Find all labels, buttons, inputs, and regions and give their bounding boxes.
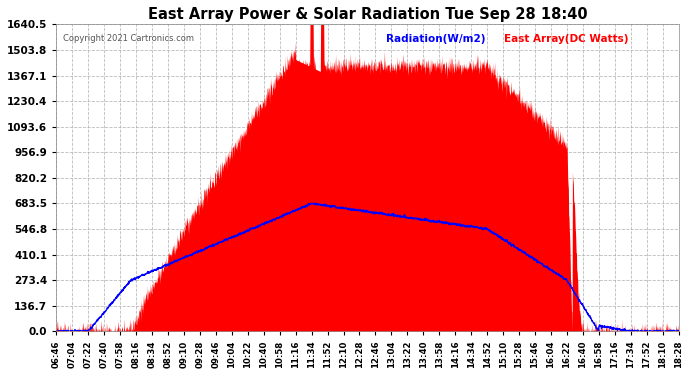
Text: Radiation(W/m2): Radiation(W/m2) (386, 34, 486, 44)
Text: Copyright 2021 Cartronics.com: Copyright 2021 Cartronics.com (63, 34, 194, 43)
Title: East Array Power & Solar Radiation Tue Sep 28 18:40: East Array Power & Solar Radiation Tue S… (148, 7, 587, 22)
Text: East Array(DC Watts): East Array(DC Watts) (504, 34, 629, 44)
